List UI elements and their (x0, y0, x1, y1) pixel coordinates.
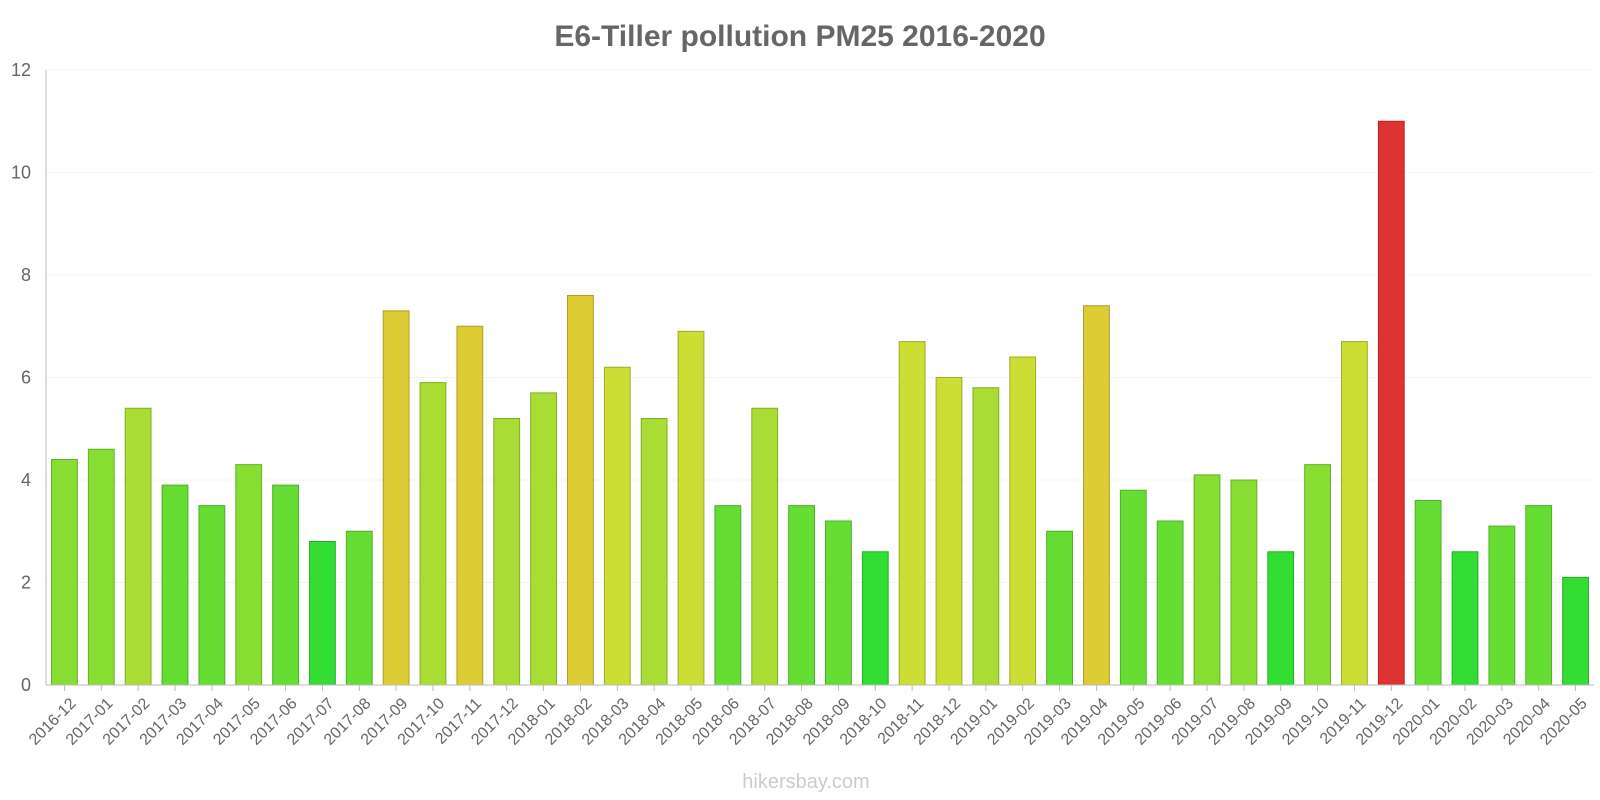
bar-2019-07[interactable] (1193, 474, 1221, 686)
bars (51, 120, 1589, 686)
bar-2018-04[interactable] (640, 418, 668, 686)
bar-2019-12[interactable] (1377, 120, 1405, 686)
y-tick-label: 2 (21, 573, 31, 593)
bar-2018-07[interactable] (751, 407, 779, 686)
bar-2019-02[interactable] (1009, 356, 1037, 686)
watermark: hikersbay.com (742, 771, 869, 793)
bar-2017-08[interactable] (345, 530, 373, 686)
y-tick-label: 12 (11, 60, 31, 80)
bar-2019-03[interactable] (1046, 530, 1073, 686)
bar-2019-01[interactable] (972, 387, 1000, 686)
bar-2018-02[interactable] (567, 295, 594, 686)
bar-2019-06[interactable] (1156, 520, 1184, 686)
bar-2018-09[interactable] (825, 520, 852, 686)
bar-2020-04[interactable] (1525, 505, 1553, 686)
axes (45, 70, 1594, 686)
bar-2019-08[interactable] (1230, 479, 1258, 686)
bar-2018-10[interactable] (861, 551, 889, 686)
bar-2020-01[interactable] (1414, 500, 1442, 686)
bar-2018-03[interactable] (603, 366, 631, 686)
bar-2016-12[interactable] (51, 459, 78, 686)
bar-2017-07[interactable] (309, 541, 336, 686)
bar-2017-05[interactable] (235, 464, 263, 686)
bar-2020-05[interactable] (1562, 576, 1589, 686)
y-tick-label: 0 (21, 675, 31, 695)
y-tick-label: 4 (21, 470, 31, 490)
bar-2018-12[interactable] (935, 377, 963, 686)
bar-2019-05[interactable] (1119, 489, 1147, 686)
bar-2017-10[interactable] (419, 382, 447, 686)
bar-2019-10[interactable] (1304, 464, 1331, 686)
bar-2017-01[interactable] (87, 448, 115, 686)
bar-2018-01[interactable] (530, 392, 557, 686)
bar-2017-04[interactable] (198, 505, 226, 686)
bar-2019-04[interactable] (1083, 305, 1110, 686)
bar-2019-11[interactable] (1341, 341, 1368, 686)
bar-2018-11[interactable] (898, 341, 926, 686)
y-tick-labels: 0 2 4 6 8 10 12 (11, 60, 31, 695)
chart-title: E6-Tiller pollution PM25 2016-2020 (554, 20, 1045, 53)
bar-2017-11[interactable] (456, 325, 484, 686)
bar-2019-09[interactable] (1267, 551, 1295, 686)
y-tick-label: 10 (11, 163, 31, 183)
bar-2018-08[interactable] (788, 505, 815, 686)
y-tick-label: 6 (21, 368, 31, 388)
bar-2018-05[interactable] (677, 330, 705, 686)
bar-2017-03[interactable] (161, 484, 189, 686)
bar-2017-09[interactable] (382, 310, 410, 686)
bar-2017-06[interactable] (272, 484, 299, 686)
x-tick-labels: 2016-122017-012017-022017-032017-042017-… (26, 685, 1591, 749)
bar-2020-02[interactable] (1451, 551, 1479, 686)
bar-2017-12[interactable] (493, 418, 521, 686)
grid-lines (46, 69, 1594, 583)
bar-2020-03[interactable] (1488, 525, 1516, 686)
bar-2018-06[interactable] (714, 505, 742, 686)
bar-2017-02[interactable] (124, 407, 152, 686)
y-tick-label: 8 (21, 265, 31, 285)
